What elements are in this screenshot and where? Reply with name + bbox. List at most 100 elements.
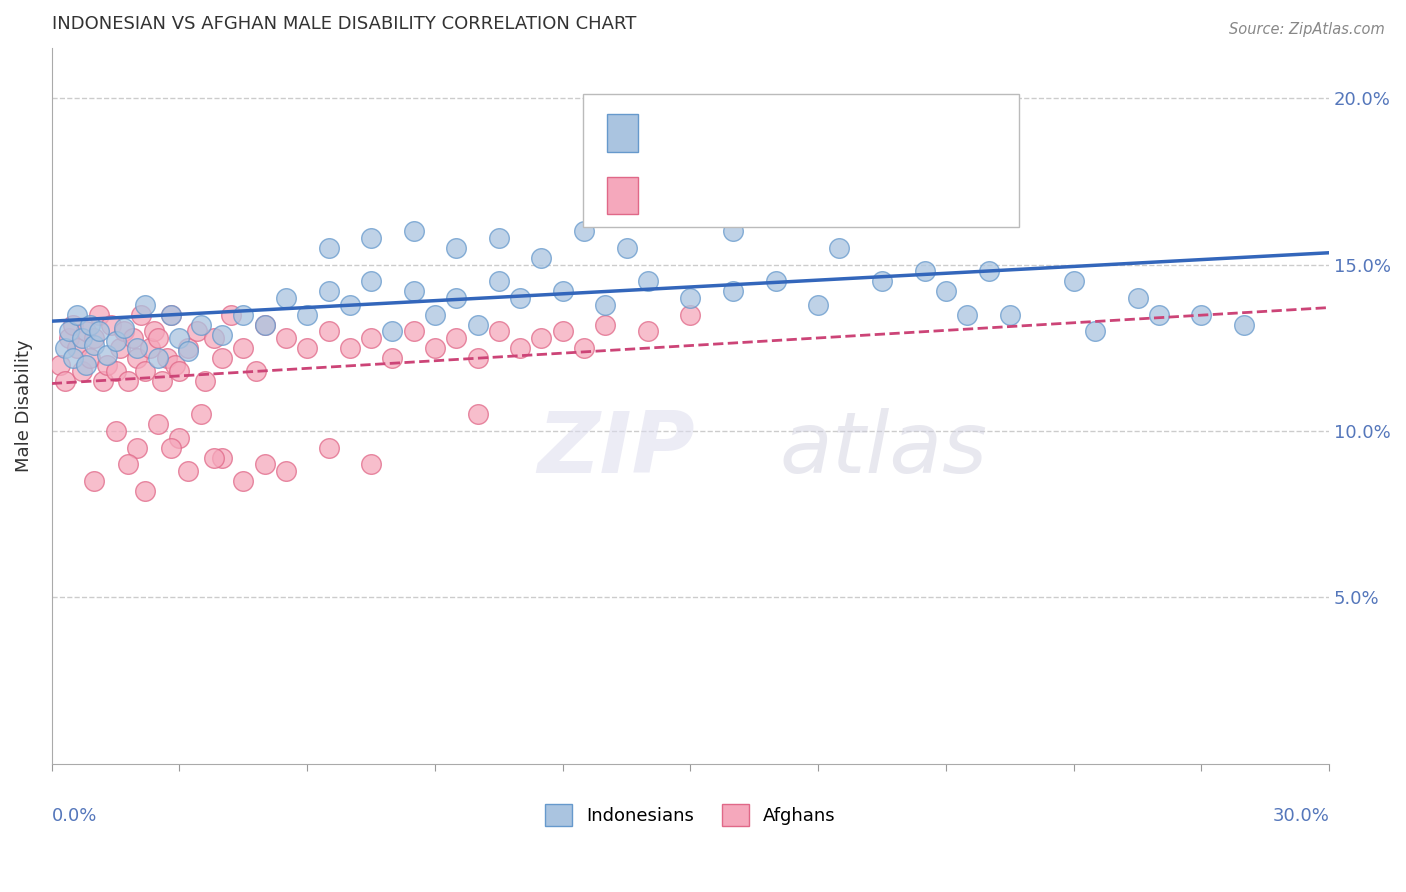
Legend: Indonesians, Afghans: Indonesians, Afghans (546, 805, 835, 826)
Point (190, 408, 212, 422)
Point (125, 441, 148, 455)
Point (62, 318, 84, 332)
Point (446, 291, 468, 305)
Text: atlas: atlas (780, 408, 988, 491)
Point (297, 308, 319, 322)
Point (53, 341, 76, 355)
Point (177, 341, 200, 355)
Point (87, 308, 110, 322)
Point (232, 308, 254, 322)
Text: ZIP: ZIP (537, 408, 695, 491)
Point (637, 274, 659, 288)
Point (186, 324, 208, 338)
Point (202, 450, 225, 465)
Point (104, 424, 127, 438)
Point (165, 358, 187, 372)
Point (679, 308, 702, 322)
Point (381, 324, 404, 338)
Point (998, 308, 1021, 322)
Point (488, 324, 510, 338)
Point (870, 274, 893, 288)
Point (129, 308, 152, 322)
Point (828, 241, 851, 255)
Point (87, 324, 110, 338)
Point (509, 291, 531, 305)
Point (91, 374, 114, 388)
Point (274, 291, 297, 305)
Point (125, 351, 148, 365)
Text: 30.0%: 30.0% (1272, 806, 1329, 825)
Text: R =: R = (650, 124, 689, 142)
Point (274, 331, 297, 345)
Point (211, 327, 233, 342)
Point (423, 308, 446, 322)
Point (721, 285, 744, 299)
Point (160, 308, 183, 322)
Point (211, 450, 233, 465)
Text: R =: R = (650, 186, 689, 204)
Point (169, 431, 191, 445)
Point (169, 331, 191, 345)
Point (679, 291, 702, 305)
Text: 0.058: 0.058 (695, 124, 756, 143)
Point (742, 175, 765, 189)
Point (49, 358, 72, 372)
Text: 0.157: 0.157 (695, 186, 756, 205)
Point (75, 324, 97, 338)
Point (142, 324, 165, 338)
Point (1126, 291, 1149, 305)
Point (58, 331, 80, 345)
Point (134, 298, 156, 312)
Point (125, 341, 148, 355)
Text: 74: 74 (823, 186, 849, 205)
Point (360, 331, 382, 345)
Point (360, 231, 382, 245)
Point (488, 274, 510, 288)
Point (509, 341, 531, 355)
Point (530, 251, 553, 265)
Point (595, 318, 617, 332)
Point (765, 274, 787, 288)
Point (402, 224, 425, 238)
Point (318, 441, 340, 455)
Point (721, 224, 744, 238)
Point (177, 464, 200, 478)
Point (977, 264, 1000, 278)
Point (232, 341, 254, 355)
Point (112, 324, 135, 338)
Point (134, 364, 156, 378)
Point (70, 364, 93, 378)
Y-axis label: Male Disability: Male Disability (15, 340, 32, 473)
Point (219, 308, 242, 322)
Point (360, 458, 382, 472)
Point (467, 318, 489, 332)
Point (467, 408, 489, 422)
Point (1063, 274, 1085, 288)
Point (935, 285, 957, 299)
Text: 0.0%: 0.0% (52, 806, 97, 825)
Point (1147, 308, 1170, 322)
Point (551, 285, 574, 299)
Point (232, 474, 254, 488)
Point (96, 358, 118, 372)
Point (381, 351, 404, 365)
Point (83, 474, 105, 488)
Point (467, 351, 489, 365)
Point (104, 364, 127, 378)
Point (339, 341, 361, 355)
Point (66, 308, 89, 322)
Point (75, 358, 97, 372)
Point (121, 331, 143, 345)
Point (572, 341, 595, 355)
Point (1084, 324, 1107, 338)
Point (297, 341, 319, 355)
Point (160, 441, 183, 455)
Point (914, 264, 936, 278)
Point (96, 347, 118, 361)
Point (160, 308, 183, 322)
Point (318, 324, 340, 338)
Text: N =: N = (769, 124, 821, 142)
Point (177, 344, 200, 359)
Point (156, 351, 179, 365)
Point (152, 374, 174, 388)
